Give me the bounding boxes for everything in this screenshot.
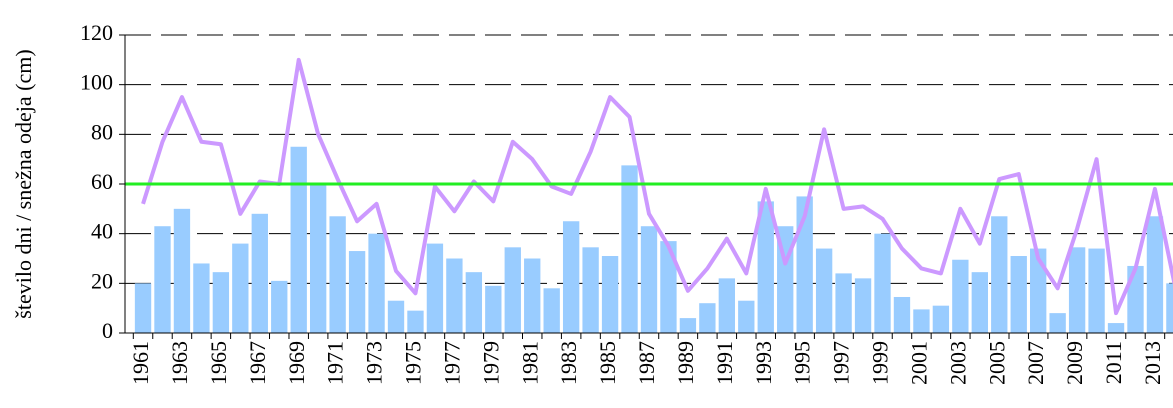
x-tick-label: 1977 bbox=[439, 341, 464, 385]
y-tick-label: 0 bbox=[102, 318, 113, 343]
bar bbox=[1010, 256, 1027, 333]
x-tick-label: 1965 bbox=[206, 341, 231, 385]
bar bbox=[815, 248, 833, 333]
y-tick-label: 20 bbox=[91, 268, 113, 293]
bar bbox=[913, 309, 930, 333]
bar bbox=[562, 221, 580, 333]
bar bbox=[348, 251, 366, 333]
bar bbox=[524, 258, 541, 333]
bar bbox=[193, 263, 210, 333]
bar bbox=[309, 184, 327, 333]
x-tick-label: 1997 bbox=[829, 341, 854, 385]
x-tick-label: 1985 bbox=[595, 341, 620, 385]
bar bbox=[718, 278, 736, 333]
x-tick-label: 1983 bbox=[556, 341, 581, 385]
bar bbox=[835, 273, 852, 333]
y-tick-label: 60 bbox=[91, 169, 113, 194]
bar bbox=[134, 283, 152, 333]
bar bbox=[368, 233, 385, 333]
bar bbox=[485, 285, 502, 333]
bar bbox=[893, 296, 911, 333]
x-tick-label: 1963 bbox=[167, 341, 192, 385]
bar bbox=[660, 241, 677, 333]
x-tick-label: 1999 bbox=[868, 341, 893, 385]
x-tick-label: 1989 bbox=[673, 341, 698, 385]
x-tick-label: 2009 bbox=[1062, 341, 1087, 385]
line bbox=[141, 57, 1173, 316]
y-tick-label: 40 bbox=[91, 219, 113, 244]
bar bbox=[1030, 248, 1047, 333]
bar bbox=[543, 288, 560, 333]
bar bbox=[173, 208, 191, 333]
x-tick-label: 1979 bbox=[478, 341, 503, 385]
bar bbox=[446, 258, 463, 333]
x-tick-label: 1981 bbox=[517, 341, 542, 385]
bar bbox=[699, 303, 716, 333]
y-tick-label: 100 bbox=[80, 70, 113, 95]
bar bbox=[251, 213, 268, 333]
bar bbox=[232, 243, 249, 333]
bar bbox=[874, 233, 891, 333]
y-tick-label: 120 bbox=[80, 20, 113, 45]
bar bbox=[290, 146, 307, 333]
bar bbox=[640, 226, 658, 333]
bar bbox=[407, 310, 424, 333]
bar bbox=[1146, 216, 1164, 333]
x-tick-label: 2011 bbox=[1101, 341, 1126, 384]
x-tick-label: 1971 bbox=[323, 341, 348, 385]
x-tick-label: 1987 bbox=[634, 341, 659, 385]
bar bbox=[738, 300, 755, 333]
x-tick-label: 1961 bbox=[128, 341, 153, 385]
x-tick-label: 2005 bbox=[984, 341, 1009, 385]
bar bbox=[757, 201, 774, 333]
y-axis-label: število dni / snežna odeja (cm) bbox=[11, 49, 36, 318]
bar bbox=[1088, 248, 1105, 333]
x-tick-label: 1969 bbox=[284, 341, 309, 385]
bar bbox=[621, 165, 638, 333]
bar bbox=[971, 272, 988, 333]
x-tick-label: 2013 bbox=[1140, 341, 1165, 385]
bar bbox=[582, 247, 599, 333]
bar bbox=[601, 256, 619, 333]
bar bbox=[329, 216, 346, 333]
bar bbox=[426, 243, 444, 333]
bar bbox=[387, 300, 405, 333]
x-tick-label: 1975 bbox=[401, 341, 426, 385]
bar bbox=[1068, 247, 1086, 333]
x-tick-label: 2007 bbox=[1023, 341, 1048, 385]
x-tick-label: 2001 bbox=[906, 341, 931, 385]
bar bbox=[1127, 265, 1144, 333]
bar bbox=[1107, 323, 1125, 333]
bar bbox=[212, 272, 230, 333]
x-tick-label: 1993 bbox=[751, 341, 776, 385]
bar bbox=[504, 247, 521, 333]
bar bbox=[154, 226, 171, 333]
y-tick-label: 80 bbox=[91, 119, 113, 144]
bar bbox=[952, 259, 969, 333]
bar bbox=[679, 318, 697, 333]
x-tick-label: 1995 bbox=[790, 341, 815, 385]
bar bbox=[465, 272, 483, 333]
bar bbox=[1166, 283, 1173, 333]
bar bbox=[271, 280, 288, 333]
x-tick-label: 1973 bbox=[362, 341, 387, 385]
bar bbox=[932, 305, 950, 333]
x-tick-label: 2003 bbox=[945, 341, 970, 385]
x-tick-label: 1967 bbox=[245, 341, 270, 385]
bar bbox=[991, 216, 1008, 333]
bar bbox=[854, 278, 872, 333]
x-tick-label: 1991 bbox=[712, 341, 737, 385]
bar bbox=[1049, 313, 1066, 333]
